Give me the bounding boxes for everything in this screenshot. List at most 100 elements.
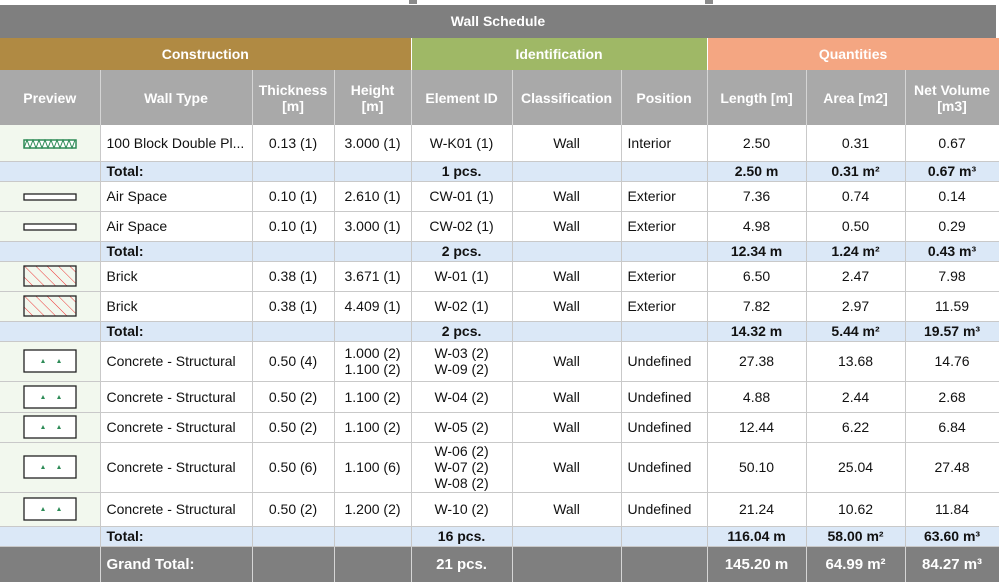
- wall-type-cell[interactable]: Air Space: [100, 211, 253, 242]
- table-row[interactable]: Air Space 0.10 (1) 2.610 (1) CW-01 (1) Wall E…: [0, 181, 999, 212]
- net-volume-cell[interactable]: 7.98: [905, 261, 999, 292]
- element-id-cell[interactable]: W-06 (2) W-07 (2) W-08 (2): [411, 442, 513, 493]
- length-cell[interactable]: 4.98: [707, 211, 807, 242]
- table-row[interactable]: Brick 0.38 (1) 3.671 (1) W-01 (1) Wall Exteri…: [0, 261, 999, 292]
- thickness-cell[interactable]: 0.10 (1): [252, 181, 335, 212]
- position-cell[interactable]: Undefined: [621, 442, 708, 493]
- position-cell[interactable]: Undefined: [621, 341, 708, 382]
- thickness-cell[interactable]: 0.50 (6): [252, 442, 335, 493]
- net-volume-cell[interactable]: 2.68: [905, 381, 999, 413]
- wall-type-cell[interactable]: Concrete - Structural: [100, 381, 253, 413]
- length-cell[interactable]: 7.82: [707, 291, 807, 322]
- position-cell[interactable]: Exterior: [621, 291, 708, 322]
- element-id-cell[interactable]: CW-01 (1): [411, 181, 513, 212]
- height-cell[interactable]: 3.000 (1): [334, 125, 412, 162]
- thickness-cell[interactable]: 0.10 (1): [252, 211, 335, 242]
- classification-cell[interactable]: Wall: [512, 412, 622, 443]
- net-volume-cell[interactable]: 14.76: [905, 341, 999, 382]
- wall-type-cell[interactable]: Brick: [100, 291, 253, 322]
- element-id-cell[interactable]: W-K01 (1): [411, 125, 513, 162]
- thickness-cell[interactable]: 0.50 (2): [252, 381, 335, 413]
- wall-type-cell[interactable]: Concrete - Structural: [100, 412, 253, 443]
- wall-type-cell[interactable]: 100 Block Double Pl...: [100, 125, 253, 162]
- table-row[interactable]: 100 Block Double Pl... 0.13 (1) 3.000 (1) W…: [0, 125, 999, 162]
- resize-handle[interactable]: [705, 0, 713, 4]
- area-cell[interactable]: 25.04: [806, 442, 906, 493]
- resize-handle[interactable]: [409, 0, 417, 4]
- height-cell[interactable]: 1.000 (2) 1.100 (2): [334, 341, 412, 382]
- length-cell[interactable]: 4.88: [707, 381, 807, 413]
- classification-cell[interactable]: Wall: [512, 211, 622, 242]
- table-row[interactable]: Concrete - Structural 0.50 (6) 1.100 (6) W-…: [0, 442, 999, 493]
- length-cell[interactable]: 7.36: [707, 181, 807, 212]
- height-cell[interactable]: 1.100 (2): [334, 381, 412, 413]
- col-header-length[interactable]: Length [m]: [707, 70, 807, 125]
- col-header-position[interactable]: Position: [621, 70, 708, 125]
- wall-type-cell[interactable]: Concrete - Structural: [100, 492, 253, 527]
- length-cell[interactable]: 6.50: [707, 261, 807, 292]
- net-volume-cell[interactable]: 0.14: [905, 181, 999, 212]
- table-row[interactable]: Concrete - Structural 0.50 (2) 1.100 (2) W-…: [0, 412, 999, 443]
- element-id-cell[interactable]: W-03 (2) W-09 (2): [411, 341, 513, 382]
- length-cell[interactable]: 2.50: [707, 125, 807, 162]
- position-cell[interactable]: Interior: [621, 125, 708, 162]
- classification-cell[interactable]: Wall: [512, 261, 622, 292]
- height-cell[interactable]: 3.671 (1): [334, 261, 412, 292]
- table-row[interactable]: Concrete - Structural 0.50 (4) 1.000 (2) 1.…: [0, 341, 999, 382]
- position-cell[interactable]: Undefined: [621, 492, 708, 527]
- classification-cell[interactable]: Wall: [512, 381, 622, 413]
- length-cell[interactable]: 21.24: [707, 492, 807, 527]
- net-volume-cell[interactable]: 11.84: [905, 492, 999, 527]
- wall-type-cell[interactable]: Concrete - Structural: [100, 442, 253, 493]
- thickness-cell[interactable]: 0.50 (2): [252, 492, 335, 527]
- position-cell[interactable]: Undefined: [621, 381, 708, 413]
- position-cell[interactable]: Exterior: [621, 211, 708, 242]
- length-cell[interactable]: 27.38: [707, 341, 807, 382]
- height-cell[interactable]: 1.200 (2): [334, 492, 412, 527]
- wall-type-cell[interactable]: Concrete - Structural: [100, 341, 253, 382]
- classification-cell[interactable]: Wall: [512, 341, 622, 382]
- wall-type-cell[interactable]: Air Space: [100, 181, 253, 212]
- net-volume-cell[interactable]: 27.48: [905, 442, 999, 493]
- col-header-thickness[interactable]: Thickness [m]: [252, 70, 335, 125]
- col-header-height[interactable]: Height [m]: [334, 70, 412, 125]
- area-cell[interactable]: 0.50: [806, 211, 906, 242]
- col-header-preview[interactable]: Preview: [0, 70, 101, 125]
- height-cell[interactable]: 2.610 (1): [334, 181, 412, 212]
- area-cell[interactable]: 0.74: [806, 181, 906, 212]
- area-cell[interactable]: 2.44: [806, 381, 906, 413]
- length-cell[interactable]: 12.44: [707, 412, 807, 443]
- thickness-cell[interactable]: 0.50 (4): [252, 341, 335, 382]
- table-row[interactable]: Concrete - Structural 0.50 (2) 1.200 (2) W-…: [0, 492, 999, 527]
- element-id-cell[interactable]: CW-02 (1): [411, 211, 513, 242]
- height-cell[interactable]: 3.000 (1): [334, 211, 412, 242]
- thickness-cell[interactable]: 0.38 (1): [252, 291, 335, 322]
- classification-cell[interactable]: Wall: [512, 442, 622, 493]
- position-cell[interactable]: Undefined: [621, 412, 708, 443]
- net-volume-cell[interactable]: 0.29: [905, 211, 999, 242]
- area-cell[interactable]: 13.68: [806, 341, 906, 382]
- table-row[interactable]: Air Space 0.10 (1) 3.000 (1) CW-02 (1) Wall E…: [0, 211, 999, 242]
- height-cell[interactable]: 1.100 (6): [334, 442, 412, 493]
- height-cell[interactable]: 4.409 (1): [334, 291, 412, 322]
- net-volume-cell[interactable]: 0.67: [905, 125, 999, 162]
- thickness-cell[interactable]: 0.50 (2): [252, 412, 335, 443]
- element-id-cell[interactable]: W-01 (1): [411, 261, 513, 292]
- element-id-cell[interactable]: W-10 (2): [411, 492, 513, 527]
- classification-cell[interactable]: Wall: [512, 181, 622, 212]
- col-header-area[interactable]: Area [m2]: [806, 70, 906, 125]
- col-header-net-volume[interactable]: Net Volume [m3]: [905, 70, 999, 125]
- thickness-cell[interactable]: 0.13 (1): [252, 125, 335, 162]
- element-id-cell[interactable]: W-02 (1): [411, 291, 513, 322]
- position-cell[interactable]: Exterior: [621, 261, 708, 292]
- col-header-wall-type[interactable]: Wall Type: [100, 70, 253, 125]
- position-cell[interactable]: Exterior: [621, 181, 708, 212]
- net-volume-cell[interactable]: 6.84: [905, 412, 999, 443]
- area-cell[interactable]: 6.22: [806, 412, 906, 443]
- table-row[interactable]: Concrete - Structural 0.50 (2) 1.100 (2) W-…: [0, 381, 999, 413]
- col-header-classification[interactable]: Classification: [512, 70, 622, 125]
- height-cell[interactable]: 1.100 (2): [334, 412, 412, 443]
- element-id-cell[interactable]: W-04 (2): [411, 381, 513, 413]
- thickness-cell[interactable]: 0.38 (1): [252, 261, 335, 292]
- classification-cell[interactable]: Wall: [512, 291, 622, 322]
